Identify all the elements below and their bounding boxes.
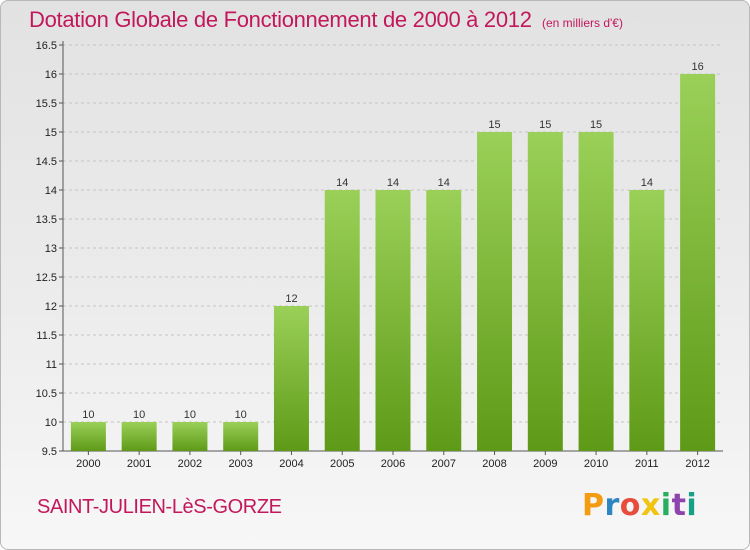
chart-title: Dotation Globale de Fonctionnement de 20… [29,7,532,32]
y-tick-label: 16 [45,69,57,81]
data-label: 14 [641,177,653,189]
y-tick-label: 9.5 [42,446,57,458]
bar-2008 [477,132,513,451]
bar-2010 [578,132,614,451]
y-tick-label: 16.5 [36,40,57,52]
y-tick-label: 14.5 [36,156,57,168]
logo-letter: P [582,488,605,523]
bar-2012 [680,74,716,451]
y-tick-label: 12.5 [36,272,57,284]
data-label: 16 [691,61,703,73]
logo-letter: t [671,488,687,523]
y-tick-label: 13.5 [36,214,57,226]
y-tick-label: 15.5 [36,98,57,110]
x-tick-label: 2000 [76,458,100,470]
logo-letter: i [686,488,698,523]
logo-letter: r [604,488,620,523]
y-tick-label: 11.5 [36,330,57,342]
x-tick-label: 2010 [584,458,608,470]
data-label: 10 [235,409,247,421]
bar-2007 [426,190,462,451]
logo-letter: x [640,488,661,523]
bar-2009 [527,132,563,451]
logo-letter: o [619,488,641,523]
labels: 9.5 10 10.5 11 11.5 12 12.5 13 13.5 14 14.5 15 15.5 1… [36,40,710,470]
x-tick-label: 2009 [533,458,557,470]
x-tick-label: 2003 [228,458,252,470]
logo-letter: i [660,488,672,523]
data-label: 15 [488,119,500,131]
x-tick-label: 2012 [685,458,709,470]
bar-2004 [273,306,309,451]
bar-2002 [172,422,208,451]
x-tick-label: 2002 [178,458,202,470]
data-label: 10 [133,409,145,421]
y-tick-label: 12 [45,301,57,313]
data-label: 10 [82,409,94,421]
data-label: 14 [336,177,348,189]
bar-2003 [223,422,259,451]
y-tick-label: 11 [46,359,57,371]
x-tick-label: 2001 [127,458,151,470]
unit-label: (en milliers d'€) [542,16,623,30]
y-tick-label: 14 [45,185,57,197]
data-label: 12 [285,293,297,305]
bars [70,74,716,451]
x-tick-label: 2007 [432,458,456,470]
data-label: 15 [590,119,602,131]
bar-2005 [324,190,360,451]
y-tick-label: 10.5 [36,388,57,400]
y-tick-label: 13 [45,243,57,255]
bar-2011 [629,190,665,451]
x-tick-label: 2005 [330,458,354,470]
data-label: 15 [539,119,551,131]
x-tick-label: 2004 [279,458,303,470]
commune-name: SAINT-JULIEN-LèS-GORZE [37,496,282,518]
data-label: 10 [184,409,196,421]
x-tick-label: 2011 [635,458,659,470]
x-tick-label: 2006 [381,458,405,470]
bar-2006 [375,190,411,451]
y-tick-label: 10 [45,417,57,429]
data-label: 14 [438,177,450,189]
bar-2000 [70,422,106,451]
data-label: 14 [387,177,399,189]
x-tick-label: 2008 [482,458,506,470]
proxiti-logo[interactable]: Proxiti [582,488,697,523]
y-tick-label: 15 [45,127,57,139]
bar-2001 [121,422,157,451]
